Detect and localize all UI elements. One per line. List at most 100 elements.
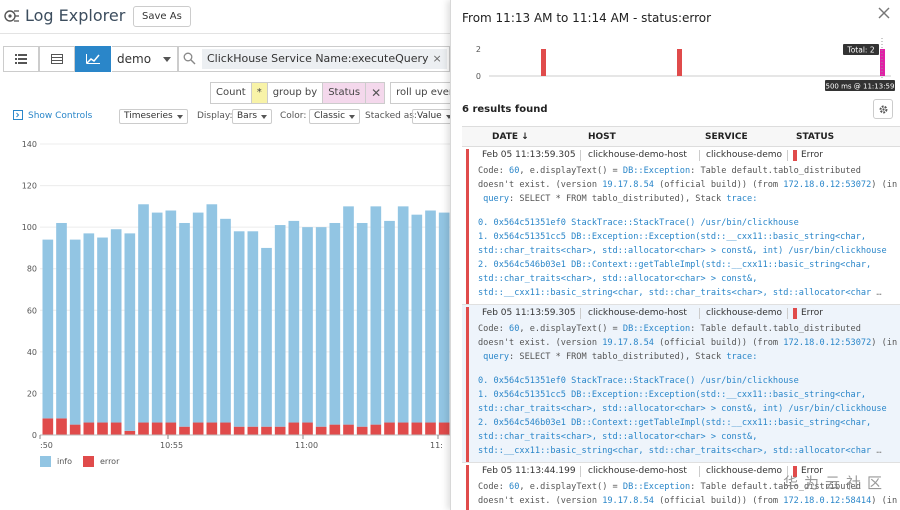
legend-item-error[interactable]: error	[83, 456, 119, 467]
bar-info[interactable]	[384, 220, 395, 423]
settings-button[interactable]	[873, 99, 893, 119]
bar-error[interactable]	[411, 422, 423, 435]
bar-info[interactable]	[97, 237, 108, 423]
bar-info[interactable]	[83, 233, 95, 423]
bar-info[interactable]	[261, 247, 272, 427]
bar-error[interactable]	[329, 424, 341, 435]
list-view-button[interactable]	[3, 46, 39, 72]
bar-info[interactable]	[329, 222, 341, 425]
bar-error[interactable]	[192, 422, 204, 435]
bar-info[interactable]	[42, 239, 54, 419]
measure-field[interactable]: *	[250, 82, 268, 104]
patterns-view-button[interactable]	[39, 46, 75, 72]
bar-info[interactable]	[138, 204, 149, 423]
bar-error[interactable]	[83, 422, 95, 435]
bar-error[interactable]	[384, 422, 395, 435]
bar-error[interactable]	[42, 418, 54, 435]
mini-bar[interactable]	[541, 49, 546, 76]
bar-info[interactable]	[69, 239, 81, 425]
bar-info[interactable]	[165, 210, 177, 423]
bar-info[interactable]	[151, 212, 163, 423]
bar-info[interactable]	[370, 206, 382, 425]
bar-info[interactable]	[356, 222, 368, 427]
message-line: doesn't exist. (version 19.17.8.54 (offi…	[478, 496, 898, 506]
bar-error[interactable]	[343, 424, 354, 435]
bar-error[interactable]	[124, 430, 136, 435]
bar-error[interactable]	[247, 426, 259, 435]
bar-error[interactable]	[69, 424, 81, 435]
bar-info[interactable]	[206, 204, 218, 423]
bar-info[interactable]	[288, 220, 300, 423]
show-controls-link[interactable]: Show Controls	[28, 111, 93, 121]
bar-info[interactable]	[343, 206, 354, 425]
bar-error[interactable]	[110, 422, 122, 435]
column-host[interactable]: HOST	[588, 132, 616, 142]
bar-error[interactable]	[165, 422, 177, 435]
group-by-label: group by	[266, 82, 324, 104]
bar-error[interactable]	[220, 422, 231, 435]
table-row[interactable]: Feb 05 11:13:59.305 clickhouse-demo-host…	[462, 147, 900, 305]
timeseries-chart: 140 120 100 80 60 40 20 0:50 10:55 11:00 11:	[22, 140, 450, 450]
bar-error[interactable]	[425, 422, 436, 435]
bar-info[interactable]	[397, 206, 409, 423]
bar-error[interactable]	[151, 422, 163, 435]
column-date[interactable]: DATE ↓	[492, 132, 529, 142]
mini-bar[interactable]	[677, 49, 682, 76]
display-select[interactable]: Bars	[232, 109, 273, 124]
bar-error[interactable]	[274, 426, 286, 435]
bar-error[interactable]	[438, 422, 450, 435]
bar-info[interactable]	[425, 210, 436, 423]
bar-info[interactable]	[315, 227, 327, 427]
bar-error[interactable]	[56, 418, 67, 435]
bar-info[interactable]	[56, 222, 67, 419]
bar-info[interactable]	[124, 233, 136, 431]
bar-error[interactable]	[179, 426, 190, 435]
bar-error[interactable]	[233, 426, 245, 435]
panel-toggle-icon[interactable]	[13, 110, 23, 120]
measure-select[interactable]: Count	[210, 82, 252, 104]
bar-info[interactable]	[110, 229, 122, 423]
search-input[interactable]: ClickHouse Service Name:executeQuery ×	[178, 46, 450, 72]
table-row[interactable]: Feb 05 11:13:44.199 clickhouse-demo-host…	[462, 463, 900, 510]
divider	[580, 150, 581, 161]
source-select[interactable]: demo	[112, 46, 178, 72]
search-filter-pill[interactable]: ClickHouse Service Name:executeQuery ×	[202, 49, 447, 69]
bar-error[interactable]	[97, 422, 108, 435]
analytics-view-button[interactable]	[75, 46, 111, 72]
bar-info[interactable]	[411, 214, 423, 423]
column-status[interactable]: STATUS	[796, 132, 835, 142]
column-service[interactable]: SERVICE	[705, 132, 748, 142]
bar-info[interactable]	[179, 222, 190, 427]
bar-error[interactable]	[138, 422, 149, 435]
bar-error[interactable]	[315, 426, 327, 435]
bar-error[interactable]	[288, 422, 300, 435]
bar-error[interactable]	[397, 422, 409, 435]
trace-line: std::char_traits<char>, std::allocator<c…	[478, 432, 758, 442]
bar-error[interactable]	[370, 424, 382, 435]
rollup-select[interactable]: roll up every	[390, 82, 450, 104]
chevron-down-icon	[163, 57, 171, 62]
query-bar: demo ClickHouse Service Name:executeQuer…	[3, 46, 450, 72]
close-icon[interactable]	[876, 5, 892, 21]
legend-item-info[interactable]: info	[40, 456, 72, 467]
bar-error[interactable]	[261, 426, 272, 435]
table-row[interactable]: Feb 05 11:13:59.305 clickhouse-demo-host…	[462, 305, 900, 463]
bar-info[interactable]	[302, 227, 313, 423]
save-as-button[interactable]: Save As	[133, 6, 191, 27]
visualization-select[interactable]: Timeseries	[119, 109, 188, 124]
bar-info[interactable]	[274, 225, 286, 427]
remove-group-icon[interactable]: ✕	[365, 82, 386, 104]
bar-info[interactable]	[247, 231, 259, 427]
bar-info[interactable]	[192, 212, 204, 423]
bar-error[interactable]	[356, 426, 368, 435]
bar-info[interactable]	[220, 218, 231, 423]
bar-info[interactable]	[438, 212, 450, 423]
stacked-select[interactable]: Value	[412, 109, 450, 124]
remove-filter-icon[interactable]: ×	[432, 52, 442, 65]
bar-info[interactable]	[233, 231, 245, 427]
color-select[interactable]: Classic	[309, 109, 361, 124]
group-by-field[interactable]: Status	[322, 82, 367, 104]
bar-error[interactable]	[302, 422, 313, 435]
row-message: Code: 60, e.displayText() = DB::Exceptio…	[462, 322, 900, 462]
bar-error[interactable]	[206, 422, 218, 435]
